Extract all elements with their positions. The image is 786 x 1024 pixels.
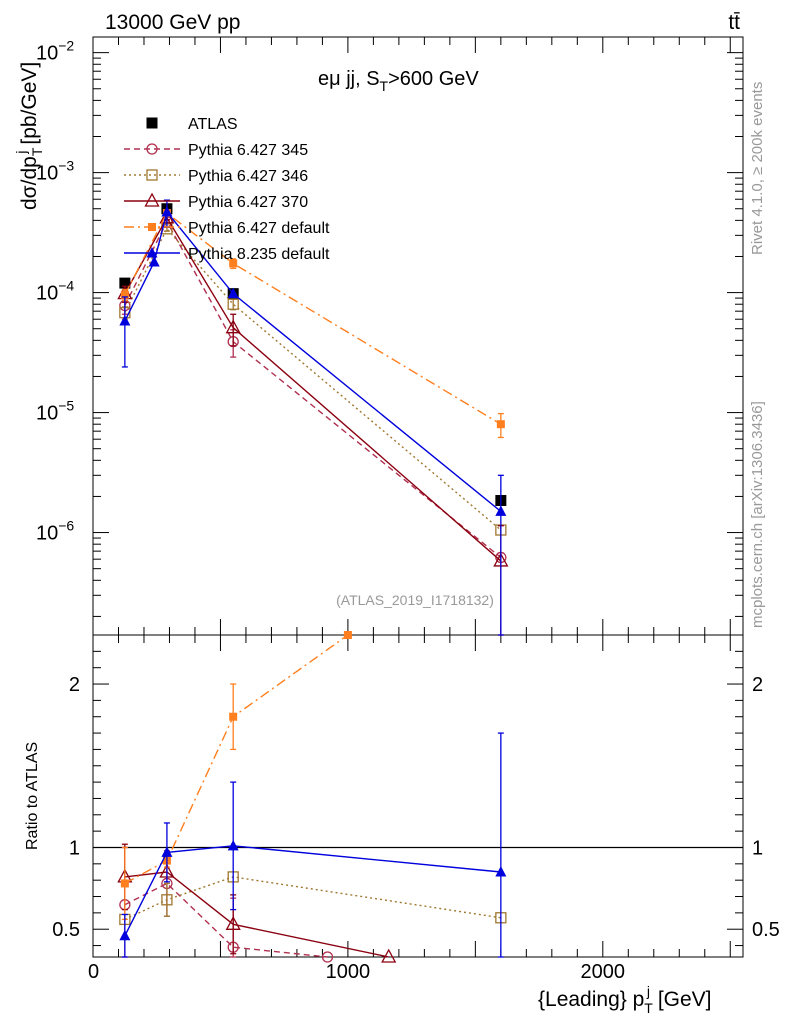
legend: ATLAS Pythia 6.427 345 Pythia 6.427 346 Pyt… — [124, 116, 330, 263]
ratio-series-pythia-6-427-370 — [117, 843, 397, 963]
main-y-tick-label: 10−5 — [36, 398, 74, 425]
legend-entry: Pythia 6.427 345 — [124, 142, 308, 159]
main-series-pythia-8-235-default — [119, 199, 507, 636]
main-data-point — [161, 205, 173, 217]
x-tick-label: 1000 — [326, 961, 371, 983]
ratio-series-line — [124, 845, 501, 937]
main-data-point — [495, 505, 507, 516]
ratio-y-tick-label-left: 1 — [69, 837, 80, 859]
process-label: tt̄ — [728, 11, 740, 34]
legend-label: Pythia 6.427 370 — [188, 194, 308, 211]
main-series-pythia-6-427-346 — [119, 223, 507, 536]
main-y-tick-label: 10−3 — [36, 158, 74, 185]
ratio-series-pythia-6-427-345 — [119, 846, 334, 963]
ratio-data-point — [343, 631, 352, 639]
main-title: eμ jj, ST>600 GeV — [318, 68, 479, 94]
legend-marker-swatch — [144, 192, 160, 207]
ratio-data-point — [119, 929, 131, 941]
main-series-pythia-6-427-default — [120, 209, 505, 439]
legend-entry: Pythia 6.427 default — [124, 220, 330, 237]
ratio-data-point — [161, 846, 173, 857]
ratio-series-pythia-8-235-default — [119, 732, 507, 958]
legend-label: Pythia 6.427 345 — [188, 142, 308, 159]
ratio-data-point — [225, 915, 241, 930]
ratio-panel-frame — [92, 634, 744, 958]
ratio-series-line — [124, 871, 389, 958]
ratio-axis-ticks: 0.5 0.5 1 1 2 2 0 1000 2000 — [52, 634, 780, 983]
energy-label: 13000 GeV pp — [105, 11, 240, 34]
main-series-line — [124, 216, 502, 562]
main-series-pythia-6-427-345 — [119, 216, 507, 564]
main-data-point — [119, 277, 131, 289]
main-y-tick-label: 10−6 — [36, 518, 74, 545]
main-data-point — [227, 287, 239, 299]
ratio-data-point — [227, 839, 239, 851]
ratio-data-point — [381, 948, 397, 963]
mcplots-text: mcplots.cern.ch [arXiv:1306.3436] — [749, 401, 766, 628]
legend-label: Pythia 6.427 default — [188, 220, 330, 237]
ratio-data-point — [161, 894, 173, 906]
ratio-data-point — [495, 866, 507, 877]
legend-marker-swatch — [146, 143, 158, 155]
x-tick-label: 0 — [88, 961, 99, 983]
legend-marker-swatch — [146, 117, 158, 129]
legend-marker-swatch — [146, 169, 158, 181]
main-data-point — [148, 255, 160, 267]
ratio-series-line — [124, 876, 501, 921]
ratio-y-tick-label-right: 2 — [752, 674, 763, 696]
main-y-axis-label: dσ/dpTj [pb/GeV] — [13, 62, 45, 210]
legend-entry: ATLAS — [146, 116, 238, 133]
legend-label: Pythia 8.235 default — [188, 246, 330, 263]
x-axis-label: {Leading} pTj [GeV] — [538, 983, 712, 1016]
legend-marker-swatch — [146, 247, 158, 258]
legend-label: ATLAS — [188, 116, 238, 133]
main-axis-ticks: 10−6 10−5 10−4 10−3 10−2 — [36, 37, 743, 957]
rivet-version-text: Rivet 4.1.0, ≥ 200k events — [749, 82, 766, 255]
ratio-y-axis-label: Ratio to ATLAS — [24, 742, 41, 850]
x-tick-label: 2000 — [581, 961, 626, 983]
main-data-point — [225, 319, 241, 334]
main-series-group — [117, 199, 509, 636]
ratio-series-group — [117, 631, 507, 963]
ratio-y-tick-label-right: 1 — [752, 837, 763, 859]
ratio-data-point — [120, 879, 129, 888]
main-series-line — [124, 220, 502, 559]
ratio-series-line — [124, 634, 349, 885]
main-data-point — [496, 420, 505, 429]
ratio-series-line — [124, 882, 328, 958]
main-series-pythia-6-427-370 — [117, 209, 509, 636]
ratio-y-tick-label-right: 0.5 — [752, 919, 780, 941]
analysis-id: (ATLAS_2019_I1718132) — [336, 592, 494, 608]
main-series-line — [124, 212, 502, 425]
legend-label: Pythia 6.427 346 — [188, 168, 308, 185]
ratio-y-tick-label-left: 2 — [69, 674, 80, 696]
legend-entry: Pythia 8.235 default — [124, 246, 330, 263]
ratio-y-tick-label-left: 0.5 — [52, 919, 80, 941]
legend-marker-swatch — [148, 223, 156, 231]
main-series-line — [124, 227, 502, 531]
main-data-point — [227, 298, 239, 310]
legend-entry: Pythia 6.427 346 — [124, 168, 308, 185]
main-data-point — [120, 290, 129, 299]
ratio-data-point — [229, 712, 238, 721]
legend-entry: Pythia 6.427 370 — [124, 192, 308, 211]
main-y-tick-label: 10−4 — [36, 278, 74, 305]
main-y-tick-label: 10−2 — [36, 38, 74, 65]
ratio-data-point — [321, 951, 334, 963]
main-data-point — [119, 314, 131, 326]
main-data-point — [229, 259, 238, 268]
